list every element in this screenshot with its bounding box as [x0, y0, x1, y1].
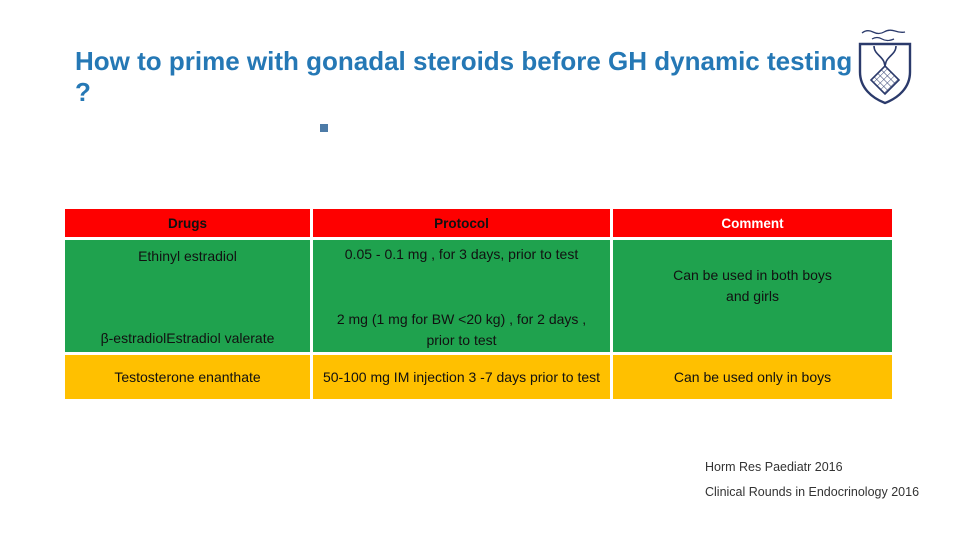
header-cell-protocol: Protocol — [313, 209, 610, 237]
header-cell-comment: Comment — [613, 209, 892, 237]
estrogen-comment-cell: Can be used in both boys and girls — [613, 240, 892, 352]
estrogen-drugs-cell: Ethinyl estradiol β-estradiolEstradiol v… — [65, 240, 310, 352]
drug-testosterone: Testosterone enanthate — [114, 368, 261, 385]
university-crest-logo — [852, 26, 918, 108]
testosterone-protocol-cell: 50-100 mg IM injection 3 -7 days prior t… — [313, 355, 610, 399]
testosterone-comment: Can be used only in boys — [673, 368, 832, 385]
reference-1: Horm Res Paediatr 2016 — [705, 460, 843, 474]
drug-ethinyl-estradiol: Ethinyl estradiol — [138, 248, 237, 264]
square-bullet-icon — [320, 124, 328, 132]
reference-2: Clinical Rounds in Endocrinology 2016 — [705, 484, 920, 499]
header-cell-drugs: Drugs — [65, 209, 310, 237]
protocol-testosterone: 50-100 mg IM injection 3 -7 days prior t… — [322, 368, 601, 385]
estrogen-comment: Can be used in both boys and girls — [673, 267, 832, 304]
protocol-ethinyl-estradiol: 0.05 - 0.1 mg , for 3 days, prior to tes… — [344, 246, 579, 262]
priming-table: Drugs Protocol Comment Ethinyl estradiol… — [65, 209, 892, 399]
testosterone-drugs-cell: Testosterone enanthate — [65, 355, 310, 399]
references: Horm Res Paediatr 2016 Clinical Rounds i… — [705, 461, 919, 510]
protocol-estradiol-valerate: 2 mg (1 mg for BW <20 kg) , for 2 days ,… — [336, 311, 587, 348]
slide-title: How to prime with gonadal steroids befor… — [75, 46, 853, 107]
drug-estradiol-valerate: β-estradiolEstradiol valerate — [100, 329, 275, 346]
testosterone-comment-cell: Can be used only in boys — [613, 355, 892, 399]
estrogen-protocol-cell: 0.05 - 0.1 mg , for 3 days, prior to tes… — [313, 240, 610, 352]
